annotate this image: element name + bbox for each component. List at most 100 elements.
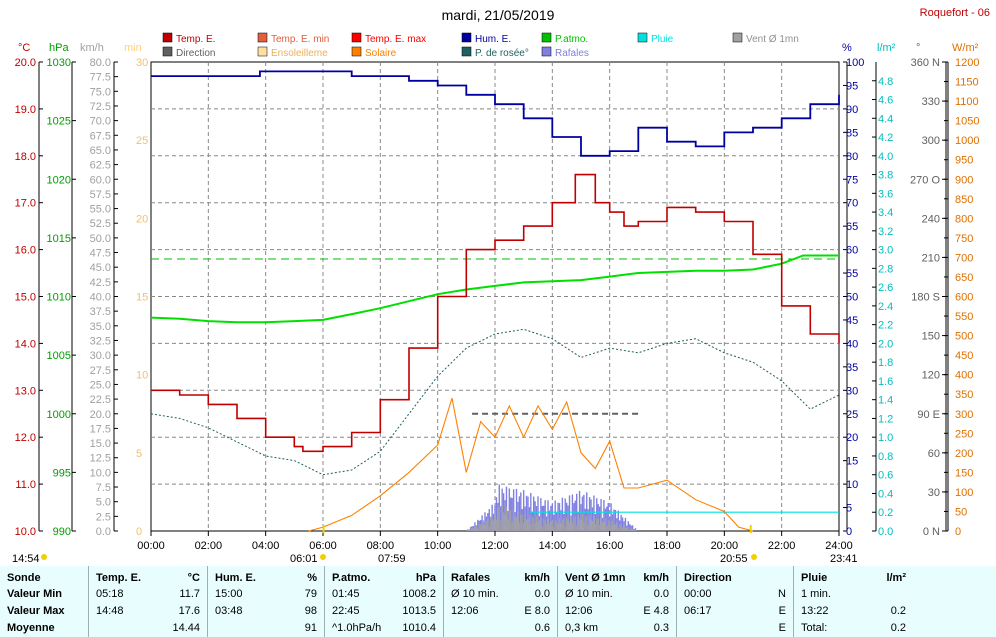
footer-cell-value: E (778, 605, 786, 617)
solar-tick-label: 250 (955, 428, 973, 440)
humidity-tick-label: 50 (846, 292, 858, 304)
footer-col-head: Pluie (801, 572, 828, 584)
wind-tick-label: 65.0 (90, 145, 111, 157)
station-name: Roquefort - 06 (920, 7, 990, 19)
footer-row-label: Moyenne (7, 622, 55, 634)
wind-tick-label: 10.0 (90, 467, 111, 479)
footer-cell-value: 1010.4 (402, 622, 436, 634)
footer-cell-time: ^1.0hPa/h (332, 622, 382, 634)
sunset-time: 20:55 (720, 553, 748, 565)
solar-tick-label: 1050 (955, 116, 979, 128)
rain-tick-label: 4.8 (878, 76, 893, 88)
temp-tick-label: 17.0 (15, 198, 36, 210)
solar-tick-label: 1150 (955, 77, 979, 89)
wind-tick-label: 57.5 (90, 189, 111, 201)
dewpoint-line (150, 328, 840, 476)
footer-col-unit: km/h (643, 572, 669, 584)
footer-cell-time: Total: (801, 622, 828, 634)
legend-label: Temp. E. max (365, 34, 426, 45)
footer-cell-value: 17.6 (178, 605, 200, 617)
wind-tick-label: 27.5 (90, 365, 111, 377)
legend-swatch (541, 46, 552, 57)
x-tick-label: 06:00 (309, 540, 337, 552)
footer-cell-value: 0.2 (890, 622, 906, 634)
rain-tick-label: 1.8 (878, 357, 893, 369)
rain-tick-label: 0.8 (878, 451, 893, 463)
footer-column: Pluie l/m² 1 min. 13:22 0.2 Total: 0.2 (793, 566, 914, 637)
wind-tick-label: 80.0 (90, 57, 111, 69)
rain-tick-label: 2.2 (878, 320, 893, 332)
sun-tick-label: 25 (136, 135, 148, 147)
wind-tick-label: 60.0 (90, 174, 111, 186)
legend-swatch (351, 46, 362, 57)
footer-cell-value: E 8.0 (524, 605, 550, 617)
footer-cell-value: 14.44 (172, 622, 200, 634)
pressure-tick-label: 1020 (47, 174, 71, 186)
x-tick-label: 14:00 (539, 540, 567, 552)
solar-tick-label: 400 (955, 370, 973, 382)
humidity-tick-label: 85 (846, 127, 858, 139)
sun-tick-label: 15 (136, 292, 148, 304)
direction-tick-label: 30 (928, 487, 940, 499)
wind-tick-label: 70.0 (90, 116, 111, 128)
direction-tick-label: 90 E (917, 409, 940, 421)
wind-tick-label: 75.0 (90, 86, 111, 98)
humidity-tick-label: 10 (846, 479, 858, 491)
pressure-tick-label: 990 (53, 526, 71, 538)
solar-tick-label: 550 (955, 311, 973, 323)
rain-tick-label: 1.4 (878, 395, 893, 407)
footer-col-head: Rafales (451, 572, 491, 584)
solar-tick-label: 850 (955, 194, 973, 206)
humidity-tick-label: 95 (846, 80, 858, 92)
wind-tick-label: 0.0 (96, 526, 111, 538)
legend-label: Temp. E. (176, 34, 215, 45)
solar-tick-label: 500 (955, 331, 973, 343)
footer-cell-value: N (778, 588, 786, 600)
rain-tick-label: 2.8 (878, 263, 893, 275)
footer-cell-time: 0,3 km (565, 622, 599, 634)
legend-label: Hum. E. (475, 34, 511, 45)
legend-swatch (541, 32, 552, 43)
direction-tick-label: 150 (922, 331, 940, 343)
rain-tick-label: 3.2 (878, 226, 893, 238)
x-tick-label: 08:00 (367, 540, 395, 552)
sunrise-time: 06:01 (290, 553, 318, 565)
stats-footer: Sonde Valeur Min Valeur Max Moyenne Temp. E.… (0, 566, 996, 637)
legend-swatch (162, 32, 173, 43)
footer-cell-time: 13:22 (801, 605, 829, 617)
temp-tick-label: 20.0 (15, 57, 36, 69)
humidity-tick-label: 80 (846, 151, 858, 163)
rain-tick-label: 2.6 (878, 282, 893, 294)
wind-tick-label: 50.0 (90, 233, 111, 245)
footer-cell-value: 0.2 (890, 605, 906, 617)
footer-column: Temp. E. °C 05:18 11.7 14:48 17.6 14.44 (88, 566, 208, 637)
footer-col-head: Hum. E. (215, 572, 256, 584)
direction-tick-label: 240 (922, 213, 940, 225)
pressure-tick-label: 995 (53, 467, 71, 479)
humidity-tick-label: 75 (846, 174, 858, 186)
footer-col-unit: l/m² (886, 572, 906, 584)
humidity-tick-label: 25 (846, 409, 858, 421)
footer-column: Sonde Valeur Min Valeur Max Moyenne (0, 566, 88, 637)
sun-tick-label: 0 (136, 526, 142, 538)
direction-tick-label: 330 (922, 96, 940, 108)
legend-label: Direction (176, 48, 215, 59)
rain-tick-label: 4.2 (878, 132, 893, 144)
footer-cell-value: 0.0 (653, 588, 669, 600)
solar-tick-label: 300 (955, 409, 973, 421)
footer-col-head: Direction (684, 572, 732, 584)
temp-tick-label: 16.0 (15, 245, 36, 257)
rain-tick-label: 1.2 (878, 413, 893, 425)
footer-cell-value: E 4.8 (643, 605, 669, 617)
pressure-tick-label: 1025 (47, 116, 71, 128)
legend-label: P. de rosée° (475, 48, 529, 59)
wind-tick-label: 17.5 (90, 423, 111, 435)
solar-tick-label: 900 (955, 174, 973, 186)
direction-tick-label: 210 (922, 252, 940, 264)
footer-col-unit: °C (187, 572, 200, 584)
footer-cell-time: 01:45 (332, 588, 360, 600)
sun-event-marker (320, 554, 326, 560)
footer-row-label: Valeur Max (7, 605, 65, 617)
footer-col-head: P.atmo. (332, 572, 371, 584)
solar-tick-label: 50 (955, 506, 967, 518)
